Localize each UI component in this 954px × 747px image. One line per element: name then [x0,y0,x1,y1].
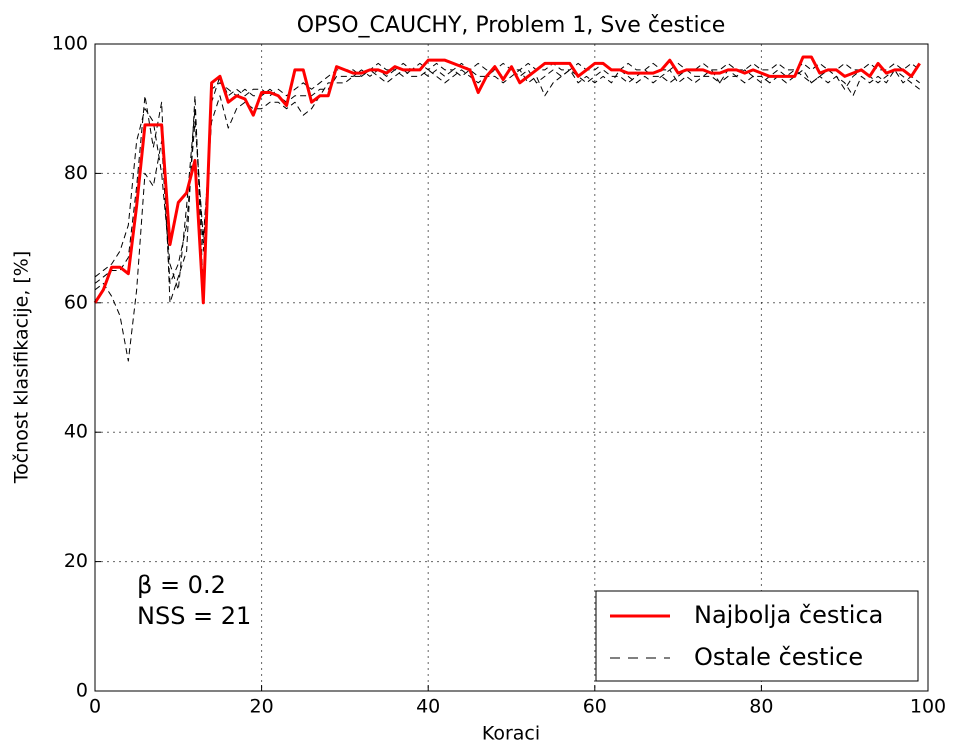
legend-label: Najbolja čestica [694,601,883,629]
y-tick-label: 40 [64,421,88,443]
y-tick-label: 80 [64,162,88,184]
y-tick-label: 60 [64,291,88,313]
x-tick-label: 40 [416,696,440,718]
x-tick-label: 100 [910,696,946,718]
x-tick-label: 60 [583,696,607,718]
legend-label: Ostale čestice [694,643,863,671]
x-axis-label: Koraci [482,723,540,745]
y-tick-label: 0 [76,680,88,702]
line [94,69,920,362]
annotation: β = 0.2 [137,571,226,599]
annotation: NSS = 21 [137,602,251,630]
line [94,62,920,291]
x-tick-label: 0 [89,696,101,718]
plot-frame [94,43,929,692]
y-tick-label: 100 [52,33,88,55]
x-tick-label: 20 [250,696,274,718]
legend-box [595,590,919,682]
x-tick-label: 80 [749,696,773,718]
y-tick-label: 20 [64,550,88,572]
y-axis-label: Točnost klasifikacije, [%] [11,251,33,485]
chart-title: OPSO_CAUCHY, Problem 1, Sve čestice [297,13,726,38]
line [93,55,921,305]
